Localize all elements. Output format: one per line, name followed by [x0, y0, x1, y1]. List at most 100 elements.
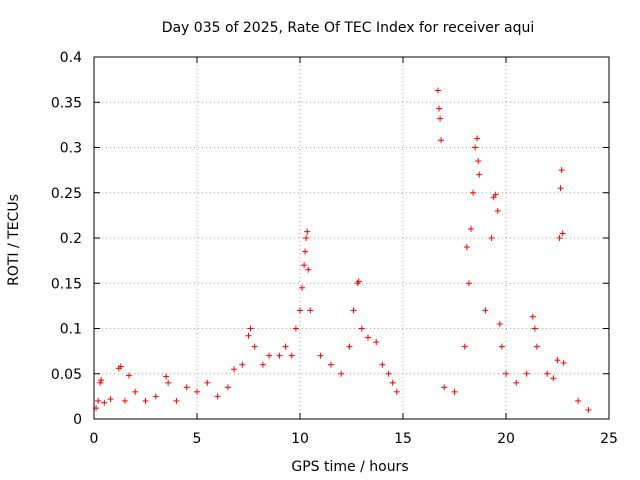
data-point	[496, 320, 503, 327]
data-point	[251, 343, 258, 350]
data-point	[307, 307, 314, 314]
x-tick-labels: 0 5 10 15 20 25	[90, 431, 618, 447]
x-axis-label: GPS time / hours	[291, 459, 408, 475]
y-tick-label: 0	[73, 412, 82, 428]
data-point	[163, 373, 170, 380]
y-tick-label: 0.4	[60, 50, 82, 66]
data-point	[476, 171, 483, 178]
data-point	[364, 334, 371, 341]
data-point	[305, 266, 312, 273]
data-point	[152, 393, 159, 400]
data-point	[165, 379, 172, 386]
x-tick-label: 5	[193, 431, 202, 447]
data-point	[204, 379, 211, 386]
data-point	[245, 332, 252, 339]
data-point	[560, 359, 567, 366]
data-point	[498, 343, 505, 350]
data-point	[529, 313, 536, 320]
data-point	[231, 366, 238, 373]
data-point	[482, 307, 489, 314]
data-point	[292, 325, 299, 332]
data-point	[282, 343, 289, 350]
data-point	[438, 137, 445, 144]
y-tick-labels: 0 0.05 0.1 0.15 0.2 0.25 0.3 0.35 0.4	[51, 50, 82, 428]
data-point	[467, 225, 474, 232]
data-point	[463, 244, 470, 251]
data-point	[132, 388, 139, 395]
data-point	[558, 167, 565, 174]
data-point	[585, 406, 592, 413]
data-point	[475, 158, 482, 165]
data-point	[533, 343, 540, 350]
data-point	[317, 352, 324, 359]
data-point	[544, 370, 551, 377]
data-point	[346, 343, 353, 350]
data-point	[379, 361, 386, 368]
data-point	[435, 87, 442, 94]
data-point	[437, 115, 444, 122]
data-point	[239, 361, 246, 368]
data-point	[559, 230, 566, 237]
data-point	[556, 235, 563, 241]
data-point	[461, 343, 468, 350]
data-point	[214, 393, 221, 400]
data-point	[350, 307, 357, 314]
data-point	[303, 235, 310, 241]
data-point	[173, 397, 180, 404]
y-tick-label: 0.15	[51, 276, 82, 292]
data-point	[276, 352, 283, 359]
data-point	[554, 357, 561, 364]
data-point	[266, 352, 273, 359]
data-point	[299, 284, 306, 291]
x-tick-label: 25	[600, 431, 618, 447]
data-points	[93, 87, 592, 413]
data-point	[302, 248, 309, 255]
data-point	[247, 325, 254, 332]
x-tick-label: 20	[497, 431, 515, 447]
data-point	[513, 379, 520, 386]
data-point	[297, 307, 303, 314]
data-point	[355, 278, 362, 285]
data-point	[142, 397, 149, 404]
data-point	[393, 388, 400, 395]
data-point	[531, 325, 538, 332]
data-point	[373, 339, 380, 346]
data-point	[488, 235, 495, 241]
data-point	[494, 207, 501, 214]
data-point	[474, 135, 481, 142]
chart-title: Day 035 of 2025, Rate Of TEC Index for r…	[162, 20, 535, 36]
y-tick-label: 0.25	[51, 186, 82, 202]
data-point	[492, 191, 499, 198]
data-point	[224, 384, 231, 391]
data-point	[575, 397, 582, 404]
grid	[94, 57, 609, 419]
data-point	[472, 144, 479, 151]
data-point	[121, 397, 128, 404]
data-point	[183, 384, 190, 391]
data-point	[358, 325, 365, 332]
data-point	[557, 185, 564, 192]
data-point	[259, 361, 266, 368]
data-point	[97, 379, 104, 386]
data-point	[107, 396, 114, 403]
data-point	[441, 384, 448, 391]
data-point	[301, 262, 308, 269]
data-point	[389, 379, 396, 386]
data-point	[503, 370, 509, 377]
y-tick-label: 0.35	[51, 95, 82, 111]
data-point	[194, 388, 200, 395]
plot-frame	[93, 56, 610, 420]
data-point	[304, 228, 311, 235]
x-tick-label: 15	[394, 431, 412, 447]
data-point	[465, 280, 472, 287]
y-tick-label: 0.1	[60, 322, 82, 338]
data-point	[550, 375, 557, 382]
data-point	[451, 388, 458, 395]
data-point	[436, 105, 443, 112]
y-tick-label: 0.05	[51, 367, 82, 383]
data-point	[338, 370, 345, 377]
data-point	[327, 361, 334, 368]
x-tick-label: 10	[291, 431, 309, 447]
y-axis-label: ROTI / TECUs	[6, 194, 22, 286]
